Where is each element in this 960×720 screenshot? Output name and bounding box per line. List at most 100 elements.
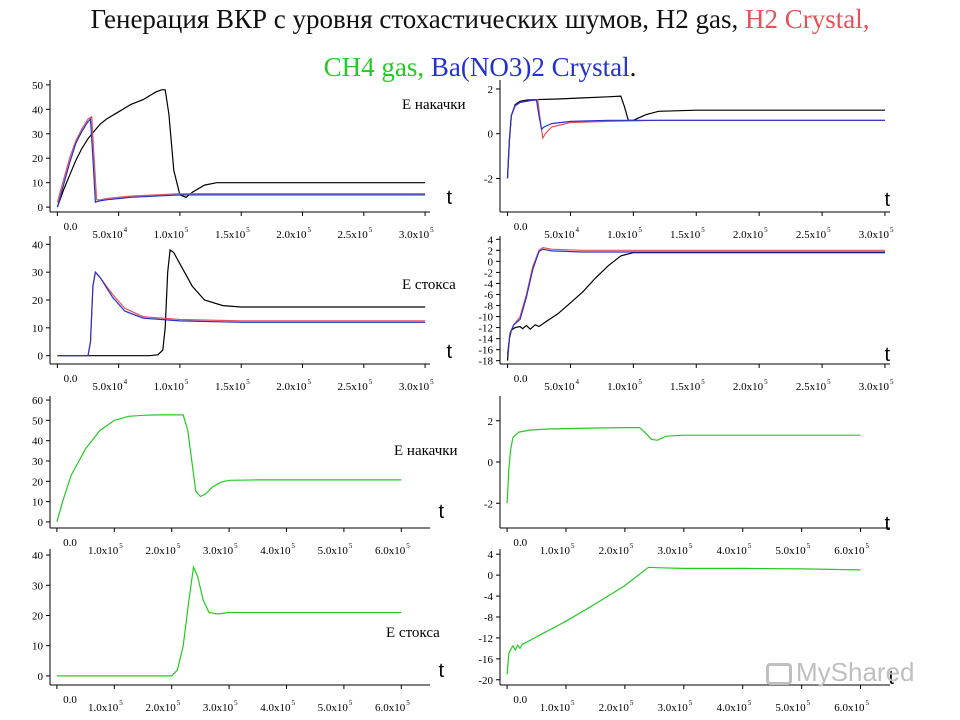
x-tick-exponent-r3r: 5: [866, 542, 870, 550]
x-tick-label-r1l: 2.5x10: [338, 229, 369, 241]
y-tick-label-r4r: -20: [478, 675, 493, 687]
x-tick-exponent-r3r: 5: [571, 542, 575, 550]
y-tick-label-r1r: 0: [488, 129, 494, 141]
y-tick-label-r3l: 60: [32, 395, 44, 407]
x-tick-exponent-r3l: 5: [291, 542, 295, 550]
series-line-ba-no3-2-crystal-r1r: [506, 99, 885, 179]
x-tick-label-r3r: 6.0x10: [834, 545, 865, 557]
x-tick-exponent-r1r: 4: [575, 226, 579, 234]
x-tick-exponent-r1r: 5: [890, 226, 894, 234]
x-axis-label-r3r: t: [884, 513, 890, 535]
title-dot: .: [629, 52, 637, 82]
slide-title-line2: CH4 gas, Ba(NO3)2 Crystal.: [0, 52, 960, 83]
x-tick-label-r4l: 2.0x10: [145, 702, 176, 714]
x-tick-exponent-r1r: 5: [701, 226, 705, 234]
series-line-h2-crystal-r2l: [57, 270, 426, 357]
x-tick-label-r1r: 3.0x10: [859, 229, 890, 241]
x-tick-label-r1l: 0.0: [64, 221, 78, 233]
x-tick-label-r2r: 0.0: [514, 373, 528, 385]
x-tick-label-r1l: 5.0x10: [92, 229, 123, 241]
x-tick-exponent-r4r: 5: [630, 699, 634, 707]
x-tick-exponent-r1r: 5: [638, 226, 642, 234]
x-tick-exponent-r4l: 5: [177, 699, 181, 707]
watermark: MyShared: [766, 657, 915, 688]
title-green-text: CH4 gas,: [323, 52, 425, 82]
x-tick-exponent-r3l: 5: [349, 542, 353, 550]
y-tick-label-r2l: 20: [32, 295, 44, 307]
x-tick-exponent-r1l: 4: [124, 226, 128, 234]
x-tick-exponent-r2r: 5: [701, 378, 705, 386]
x-tick-exponent-r2r: 4: [575, 378, 579, 386]
y-tick-label-r1l: 20: [32, 153, 44, 165]
x-tick-label-r4r: 5.0x10: [775, 702, 806, 714]
y-tick-label-r2r: -10: [478, 312, 493, 324]
x-tick-label-r4r: 6.0x10: [834, 702, 865, 714]
x-tick-exponent-r4r: 5: [866, 699, 870, 707]
title-blue-text: Ba(NO3)2 Crystal: [430, 52, 630, 82]
x-tick-label-r1r: 2.0x10: [733, 229, 764, 241]
x-tick-exponent-r4l: 5: [349, 699, 353, 707]
y-tick-label-r3l: 10: [32, 497, 44, 509]
y-tick-label-r1r: 2: [488, 84, 494, 96]
x-tick-label-r1l: 1.0x10: [154, 229, 185, 241]
x-tick-exponent-r2l: 5: [246, 378, 250, 386]
x-tick-exponent-r3r: 5: [630, 542, 634, 550]
x-tick-exponent-r1r: 5: [764, 226, 768, 234]
x-tick-exponent-r4l: 5: [119, 699, 123, 707]
x-tick-label-r2r: 1.0x10: [607, 381, 638, 393]
series-line-h2-gas-r2l: [57, 248, 426, 357]
x-tick-label-r4r: 4.0x10: [716, 702, 747, 714]
y-tick-label-r2l: 0: [38, 351, 44, 363]
y-tick-label-r3l: 30: [32, 456, 44, 468]
x-axis-label-r4r: t: [888, 667, 894, 689]
x-axis-label-r1l: t: [446, 187, 452, 209]
x-tick-exponent-r1l: 5: [246, 226, 250, 234]
x-tick-exponent-r4r: 5: [807, 699, 811, 707]
x-tick-exponent-r4l: 5: [406, 699, 410, 707]
x-tick-label-r2r: 2.0x10: [733, 381, 764, 393]
x-tick-exponent-r2r: 5: [764, 378, 768, 386]
y-tick-label-r4r: 0: [488, 570, 494, 582]
y-tick-label-r3l: 50: [32, 415, 44, 427]
y-axis-label-r2r: E стокса: [402, 277, 456, 293]
series-line-ch4-gas-r4l: [56, 564, 402, 677]
x-tick-label-r3l: 5.0x10: [318, 545, 349, 557]
y-tick-label-r3r: 2: [488, 416, 494, 428]
x-tick-label-r2r: 2.5x10: [796, 381, 827, 393]
x-tick-label-r4l: 6.0x10: [375, 702, 406, 714]
x-tick-label-r2l: 5.0x10: [92, 381, 123, 393]
title-red-text: H2 Crystal,: [745, 4, 870, 34]
presentation-icon: [766, 663, 792, 686]
y-tick-label-r1l: 50: [32, 80, 44, 92]
x-tick-label-r3l: 6.0x10: [375, 545, 406, 557]
y-tick-label-r2r: -6: [484, 289, 494, 301]
x-tick-exponent-r1l: 5: [369, 226, 373, 234]
x-tick-label-r1r: 1.0x10: [607, 229, 638, 241]
x-tick-label-r4l: 3.0x10: [203, 702, 234, 714]
x-tick-label-r1r: 5.0x10: [544, 229, 575, 241]
series-line-h2-crystal-r2r: [506, 246, 885, 356]
x-tick-exponent-r2l: 5: [369, 378, 373, 386]
x-tick-exponent-r1l: 5: [308, 226, 312, 234]
x-tick-label-r1r: 1.5x10: [670, 229, 701, 241]
x-tick-label-r1l: 3.0x10: [399, 229, 430, 241]
x-tick-label-r1r: 2.5x10: [796, 229, 827, 241]
y-tick-label-r4r: -12: [478, 633, 493, 645]
x-tick-exponent-r3l: 5: [406, 542, 410, 550]
x-tick-label-r2l: 2.5x10: [338, 381, 369, 393]
x-tick-label-r3l: 1.0x10: [88, 545, 119, 557]
x-tick-exponent-r2l: 4: [124, 378, 128, 386]
y-tick-label-r1l: 30: [32, 129, 44, 141]
y-tick-label-r3l: 0: [38, 517, 44, 529]
y-tick-label-r3l: 40: [32, 436, 44, 448]
y-tick-label-r4r: -16: [478, 654, 493, 666]
x-tick-label-r4l: 5.0x10: [318, 702, 349, 714]
y-tick-label-r2r: -18: [478, 356, 493, 368]
y-tick-label-r1l: 0: [38, 202, 44, 214]
x-tick-label-r3l: 0.0: [63, 537, 77, 549]
x-tick-exponent-r2l: 5: [308, 378, 312, 386]
series-line-h2-crystal-r1l: [56, 115, 426, 203]
x-tick-label-r3r: 2.0x10: [599, 545, 630, 557]
series-line-ba-no3-2-crystal-r1l: [56, 117, 426, 208]
